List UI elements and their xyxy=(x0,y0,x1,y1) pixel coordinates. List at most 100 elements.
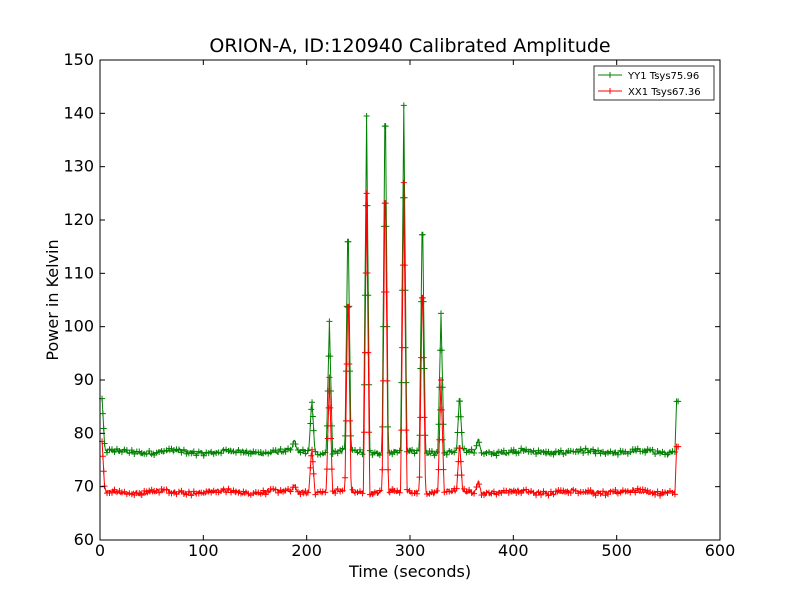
y-tick-label: 70 xyxy=(74,477,94,496)
data-point-marker xyxy=(438,347,445,354)
data-point-marker xyxy=(328,435,335,442)
data-point-marker xyxy=(342,474,349,481)
data-point-marker xyxy=(347,432,354,439)
data-point-marker xyxy=(538,491,545,498)
data-point-marker xyxy=(550,451,557,458)
x-tick-label: 600 xyxy=(705,541,736,560)
data-point-marker xyxy=(675,398,682,405)
data-point-marker xyxy=(675,443,682,450)
data-point-marker xyxy=(461,445,468,452)
data-point-marker xyxy=(490,488,497,495)
data-point-marker xyxy=(438,377,444,383)
data-point-marker xyxy=(386,489,393,496)
data-point-marker xyxy=(356,446,363,453)
data-point-marker xyxy=(457,458,464,465)
data-point-marker xyxy=(595,447,602,454)
data-point-marker xyxy=(364,269,371,276)
data-point-marker xyxy=(180,446,187,453)
data-point-marker xyxy=(567,489,574,496)
data-point-marker xyxy=(533,450,540,457)
data-point-marker xyxy=(347,417,354,424)
data-point-marker xyxy=(453,485,460,492)
x-tick-label: 200 xyxy=(291,541,322,560)
data-point-marker xyxy=(433,487,440,494)
data-point-marker xyxy=(347,368,354,375)
data-point-marker xyxy=(111,448,118,455)
data-point-marker xyxy=(138,491,145,498)
y-tick-label: 110 xyxy=(63,263,94,282)
data-point-marker xyxy=(431,452,438,459)
data-point-marker xyxy=(309,446,316,453)
data-point-marker xyxy=(384,377,391,384)
data-point-marker xyxy=(366,447,373,454)
data-point-marker xyxy=(612,487,619,494)
data-point-marker xyxy=(339,445,346,452)
data-point-marker xyxy=(146,447,153,454)
data-point-marker xyxy=(457,413,464,420)
y-axis-title: Power in Kelvin xyxy=(43,239,62,360)
data-point-marker xyxy=(396,447,403,454)
data-point-marker xyxy=(100,468,107,475)
data-point-marker xyxy=(104,449,111,456)
data-point-marker xyxy=(200,452,207,459)
data-point-marker xyxy=(557,447,564,454)
series-markers-0 xyxy=(99,102,682,459)
data-point-marker xyxy=(365,349,372,356)
data-point-marker xyxy=(101,483,108,490)
data-point-marker xyxy=(451,449,458,456)
data-point-marker xyxy=(363,190,370,197)
data-point-marker xyxy=(262,491,269,498)
data-point-marker xyxy=(422,432,429,439)
data-point-marker xyxy=(652,450,659,457)
data-point-marker xyxy=(438,310,444,317)
data-point-marker xyxy=(365,292,372,299)
legend-marker-0 xyxy=(607,72,613,78)
data-point-marker xyxy=(457,398,464,405)
legend-box xyxy=(593,65,715,101)
series-line-0 xyxy=(101,105,679,458)
data-point-marker xyxy=(476,481,483,488)
data-point-marker xyxy=(473,442,480,449)
data-point-marker xyxy=(420,354,427,361)
y-tick-label: 80 xyxy=(74,423,94,442)
data-point-marker xyxy=(414,447,421,454)
y-tick-label: 60 xyxy=(74,530,94,549)
data-point-marker xyxy=(379,466,386,473)
data-point-marker xyxy=(383,289,390,295)
data-point-marker xyxy=(671,491,678,498)
data-point-marker xyxy=(457,445,464,452)
data-point-marker xyxy=(403,427,410,434)
data-point-marker xyxy=(193,452,200,459)
data-point-marker xyxy=(382,123,389,130)
data-point-marker xyxy=(304,489,311,496)
plot-area-frame xyxy=(99,59,721,541)
data-point-marker xyxy=(443,451,450,458)
data-point-marker xyxy=(458,472,465,479)
data-point-marker xyxy=(292,441,299,447)
data-point-marker xyxy=(287,446,294,453)
data-point-marker xyxy=(163,486,170,493)
x-tick-label: 0 xyxy=(95,541,105,560)
data-point-marker xyxy=(587,487,594,494)
data-point-marker xyxy=(328,466,335,473)
data-point-marker xyxy=(345,304,352,311)
data-point-marker xyxy=(400,102,407,109)
x-tick-label: 500 xyxy=(601,541,632,560)
data-point-marker xyxy=(419,231,426,238)
data-point-marker xyxy=(292,484,299,491)
data-point-marker xyxy=(439,436,446,443)
data-point-marker xyxy=(458,429,465,436)
data-point-marker xyxy=(376,487,383,494)
data-point-marker xyxy=(342,432,349,439)
data-point-marker xyxy=(577,446,584,453)
y-tick-label: 150 xyxy=(63,50,94,69)
data-point-marker xyxy=(382,200,389,207)
data-point-marker xyxy=(414,490,421,497)
x-tick-label: 300 xyxy=(395,541,426,560)
data-point-marker xyxy=(416,432,423,439)
data-point-marker xyxy=(346,361,353,367)
data-point-marker xyxy=(359,490,366,497)
data-point-marker xyxy=(188,492,195,499)
data-point-marker xyxy=(366,429,373,436)
